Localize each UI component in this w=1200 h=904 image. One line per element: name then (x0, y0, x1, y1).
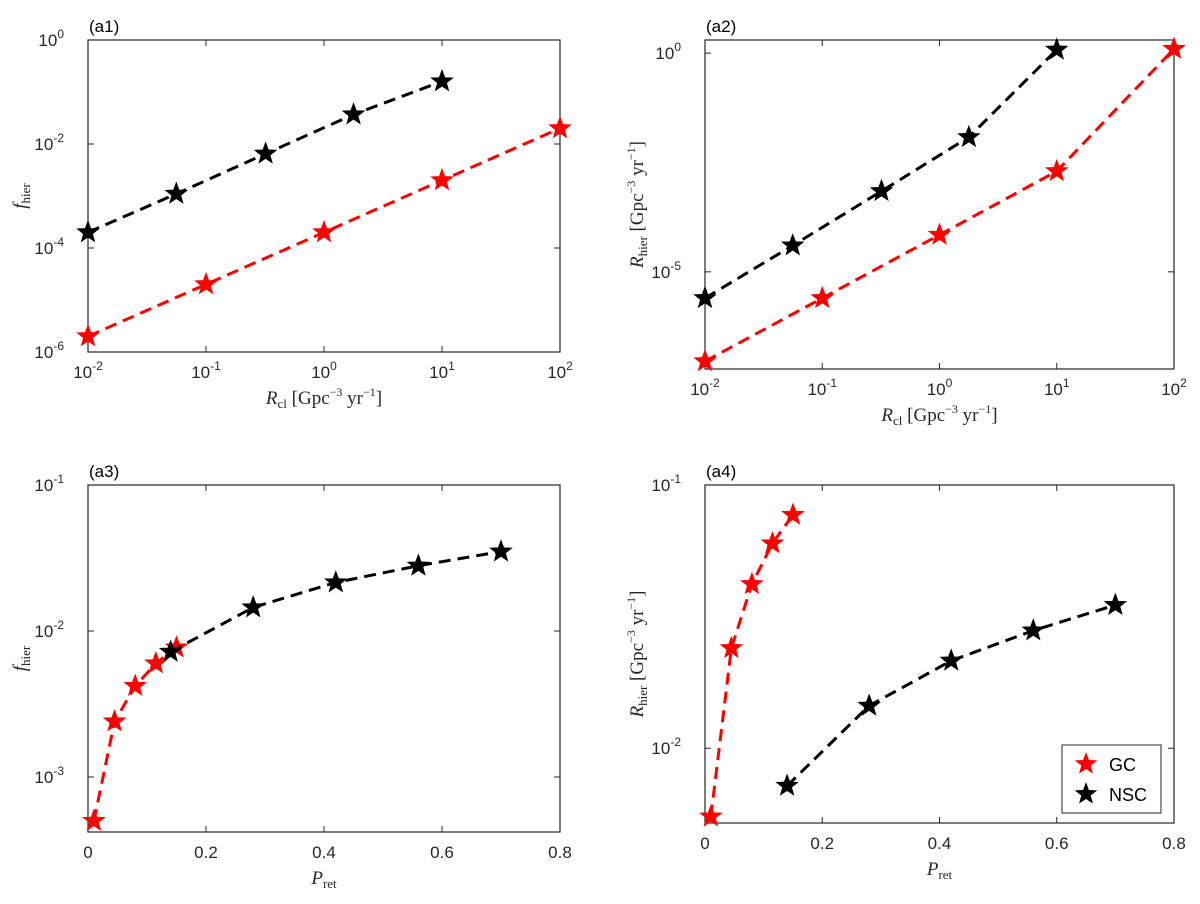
data-point-gc-a4 (699, 804, 723, 827)
data-point-nsc-a4 (939, 648, 963, 671)
x-tick-label-a4: 0.6 (1045, 834, 1069, 853)
data-point-nsc-a2 (780, 233, 805, 256)
data-point-nsc-a3 (241, 595, 265, 618)
panel-label-a1: (a1) (89, 17, 119, 36)
data-point-nsc-a3 (324, 570, 348, 593)
data-point-nsc-a4 (1021, 618, 1046, 641)
data-point-gc-a4 (740, 571, 764, 595)
data-point-gc-a4 (781, 502, 805, 525)
x-tick-label-a4: 0 (700, 834, 709, 853)
panel-a4: 0 0.2 0.4 0.6 0.8 10-2 10-1 (a4) Pret Rhier [Gpc−… (624, 462, 1186, 882)
data-point-nsc-a3 (489, 539, 513, 562)
legend-label-nsc: NSC (1109, 785, 1147, 805)
x-tick-label-a2: 100 (927, 376, 953, 399)
y-tick-label-a4: 10-1 (651, 472, 681, 495)
data-point-gc-a2 (810, 285, 835, 309)
x-tick-label-a3: 0.8 (548, 843, 572, 862)
x-tick-label-a1: 100 (311, 359, 337, 382)
panel-a1: 10-2 10-1 100 101 102 10-6 10-4 10-2 100 (a1) Rcl … (10, 17, 573, 411)
y-tick-label-a1: 10-2 (34, 131, 64, 154)
y-tick-label-a4: 10-2 (651, 735, 681, 758)
data-point-gc-a1 (194, 271, 218, 295)
x-tick-label-a3: 0 (83, 843, 92, 862)
series-line-nsc-a2 (704, 48, 1058, 300)
data-point-nsc-a2 (1044, 37, 1069, 60)
data-point-nsc-a2 (957, 124, 981, 148)
data-point-gc-a1 (548, 115, 572, 139)
y-axis-label-a4: Rhier [Gpc−3 yr−1] (624, 590, 650, 718)
y-tick-label-a3: 10-1 (34, 472, 64, 495)
panel-a3: 0 0.2 0.4 0.6 0.8 10-3 10-2 10-1 (a3) Pret fhier (10, 462, 572, 891)
y-tick-label-a1: 100 (38, 27, 64, 50)
data-point-nsc-a2 (869, 178, 894, 202)
y-tick-label-a3: 10-2 (34, 618, 64, 641)
axes-box-a2 (704, 39, 1175, 370)
x-axis-label-a1: Rcl [Gpc−3 yr−1] (265, 385, 382, 411)
x-tick-label-a2: 10-1 (807, 376, 837, 399)
data-point-nsc-a1 (164, 181, 189, 204)
panel-label-a2: (a2) (706, 17, 736, 36)
legend-marker-gc (1074, 752, 1098, 774)
x-axis-label-a2: Rcl [Gpc−3 yr−1] (880, 402, 997, 428)
data-point-gc-a4 (719, 635, 744, 659)
data-point-gc-a4 (760, 531, 785, 554)
data-point-gc-a2 (1044, 158, 1069, 182)
data-point-gc-a3 (123, 673, 147, 697)
x-tick-label-a1: 102 (547, 359, 573, 382)
legend-label-gc: GC (1109, 755, 1136, 775)
data-point-gc-a3 (82, 808, 106, 831)
data-point-nsc-a1 (430, 69, 454, 92)
panel-label-a4: (a4) (706, 462, 736, 481)
data-point-nsc-a3 (158, 639, 183, 662)
x-tick-label-a1: 10-1 (191, 359, 221, 382)
y-tick-label-a1: 10-4 (34, 235, 64, 258)
y-axis-label-a2: Rhier [Gpc−3 yr−1] (624, 141, 650, 269)
series-line-nsc-a4 (786, 603, 1116, 787)
panel-label-a3: (a3) (89, 462, 119, 481)
x-axis-label-a4: Pret (926, 859, 953, 882)
data-point-gc-a1 (430, 167, 454, 191)
data-point-nsc-a1 (76, 219, 100, 243)
legend: GC NSC (1061, 744, 1162, 814)
x-tick-label-a2: 101 (1044, 376, 1070, 399)
y-tick-label-a3: 10-3 (34, 764, 64, 787)
legend-box (1061, 744, 1162, 814)
x-axis-label-a3: Pret (310, 868, 337, 891)
y-tick-label-a2: 10-5 (651, 259, 681, 282)
x-tick-label-a4: 0.8 (1162, 834, 1186, 853)
x-tick-label-a4: 0.4 (928, 834, 952, 853)
y-tick-label-a2: 100 (655, 40, 681, 63)
data-point-nsc-a1 (341, 102, 366, 125)
panel-a2: 10-2 10-1 100 101 102 10-5 100 (a2) Rcl [Gpc−3 y… (624, 17, 1187, 428)
y-axis-label-a1: fhier (10, 183, 33, 209)
x-tick-label-a1: 101 (429, 359, 455, 382)
x-tick-label-a3: 0.2 (194, 843, 218, 862)
data-point-nsc-a3 (406, 553, 431, 576)
legend-marker-nsc (1074, 782, 1098, 804)
data-point-gc-a1 (76, 323, 100, 347)
x-tick-label-a1: 10-2 (73, 359, 103, 382)
axes-box-a1 (87, 39, 561, 353)
data-point-nsc-a4 (775, 773, 799, 796)
data-point-gc-a3 (102, 709, 127, 732)
data-point-gc-a2 (693, 348, 717, 372)
data-point-gc-a1 (312, 219, 336, 243)
x-tick-label-a2: 10-2 (690, 376, 720, 399)
axes-box-a3 (87, 484, 561, 833)
x-tick-label-a2: 102 (1161, 376, 1187, 399)
x-tick-label-a3: 0.4 (312, 843, 336, 862)
x-tick-label-a3: 0.6 (430, 843, 454, 862)
data-point-nsc-a4 (857, 693, 881, 716)
data-point-nsc-a2 (693, 285, 717, 309)
y-tick-label-a1: 10-6 (34, 339, 64, 362)
y-axis-label-a3: fhier (10, 645, 33, 671)
data-point-gc-a2 (927, 222, 952, 245)
data-point-nsc-a1 (253, 141, 278, 164)
data-point-nsc-a4 (1103, 592, 1128, 616)
x-tick-label-a4: 0.2 (810, 834, 834, 853)
data-point-gc-a2 (1162, 36, 1186, 59)
